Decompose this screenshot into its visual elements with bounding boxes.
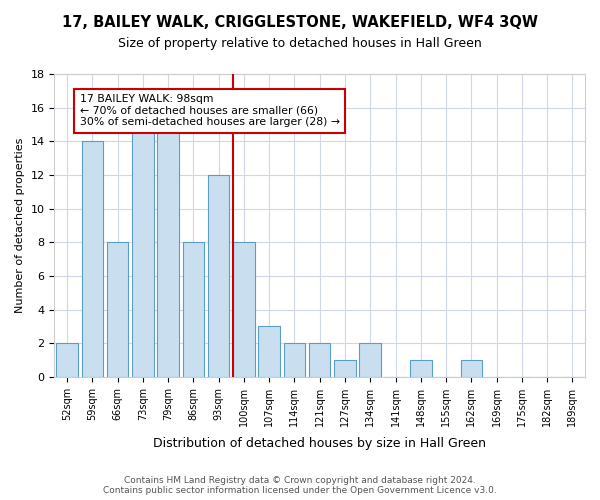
Bar <box>359 343 381 377</box>
Y-axis label: Number of detached properties: Number of detached properties <box>15 138 25 313</box>
Bar <box>410 360 431 377</box>
Bar <box>56 343 78 377</box>
Text: Contains HM Land Registry data © Crown copyright and database right 2024.
Contai: Contains HM Land Registry data © Crown c… <box>103 476 497 495</box>
Bar <box>309 343 331 377</box>
Text: 17 BAILEY WALK: 98sqm
← 70% of detached houses are smaller (66)
30% of semi-deta: 17 BAILEY WALK: 98sqm ← 70% of detached … <box>80 94 340 128</box>
Bar <box>233 242 254 377</box>
Bar <box>461 360 482 377</box>
Bar <box>259 326 280 377</box>
Bar <box>82 142 103 377</box>
Bar <box>157 124 179 377</box>
Bar <box>284 343 305 377</box>
Bar <box>107 242 128 377</box>
Text: 17, BAILEY WALK, CRIGGLESTONE, WAKEFIELD, WF4 3QW: 17, BAILEY WALK, CRIGGLESTONE, WAKEFIELD… <box>62 15 538 30</box>
Text: Size of property relative to detached houses in Hall Green: Size of property relative to detached ho… <box>118 38 482 51</box>
X-axis label: Distribution of detached houses by size in Hall Green: Distribution of detached houses by size … <box>153 437 486 450</box>
Bar <box>208 175 229 377</box>
Bar <box>132 124 154 377</box>
Bar <box>334 360 356 377</box>
Bar <box>182 242 204 377</box>
